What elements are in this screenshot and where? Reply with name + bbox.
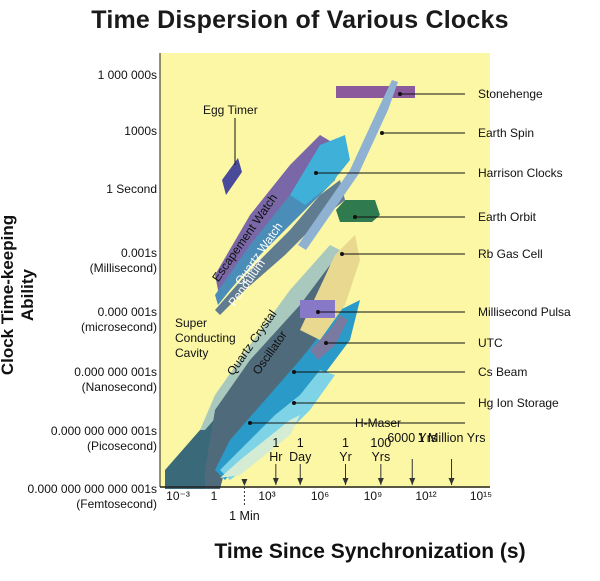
legend-label: Harrison Clocks	[478, 166, 563, 180]
marker-arrow	[272, 478, 279, 485]
y-tick-label: (Millisecond)	[90, 261, 157, 275]
y-tick-label: (Femtosecond)	[76, 497, 157, 511]
marker-arrow	[241, 479, 248, 486]
legend-label: Hg Ion Storage	[478, 396, 559, 410]
leader-dot	[398, 92, 402, 96]
time-marker-label: Hr	[269, 450, 282, 464]
y-tick-label: (Picosecond)	[87, 439, 157, 453]
legend-label: Earth Spin	[478, 126, 534, 140]
band-earth-spin	[298, 80, 398, 250]
y-tick-label: 1 Second	[106, 182, 157, 196]
legend-label: Cs Beam	[478, 365, 527, 379]
band-h-maser	[220, 415, 300, 478]
x-tick-label: 10¹²	[415, 489, 436, 503]
y-tick-label: (Nanosecond)	[82, 380, 157, 394]
time-marker-label: 1 Million Yrs	[418, 431, 486, 445]
label-super-conducting-cavity: Super	[175, 316, 207, 330]
x-axis-label: Time Since Synchronization (s)	[214, 540, 526, 563]
leader-dot	[324, 341, 328, 345]
label-egg-timer: Egg Timer	[203, 103, 258, 117]
band-stonehenge	[336, 86, 415, 98]
x-tick-label: 10⁹	[364, 489, 383, 503]
leader-dot	[316, 310, 320, 314]
legend-label: UTC	[478, 336, 503, 350]
x-tick-label: 10³	[258, 489, 275, 503]
leader-dot	[248, 421, 252, 425]
chart-title: Time Dispersion of Various Clocks	[91, 6, 509, 34]
y-tick-label: 1 000 000s	[98, 68, 157, 82]
x-tick-label: 10⁶	[311, 489, 329, 503]
leader-dot	[340, 252, 344, 256]
y-tick-label: 0.000 000 000 000 001s	[28, 482, 157, 496]
time-marker-label: 6000 Yrs	[387, 431, 437, 445]
time-marker-label: Yrs	[371, 450, 390, 464]
y-tick-label: 1000s	[124, 124, 157, 138]
marker-arrow	[448, 478, 455, 485]
band-egg-timer	[222, 158, 242, 195]
legend-label: H-Maser	[355, 416, 401, 430]
band-earth-orbit	[336, 200, 380, 222]
marker-arrow	[342, 478, 349, 485]
time-marker-label: 1	[342, 436, 349, 450]
y-tick-label: 0.000 001s	[98, 305, 157, 319]
time-marker-label: 1	[272, 436, 279, 450]
y-tick-label: 0.001s	[121, 246, 157, 260]
legend-label: Rb Gas Cell	[478, 247, 543, 261]
legend-label: Stonehenge	[478, 87, 543, 101]
leader-dot	[314, 171, 318, 175]
axes-layer	[159, 53, 490, 505]
y-tick-label: (microsecond)	[81, 320, 157, 334]
time-marker-label: Yr	[339, 450, 352, 464]
marker-arrow	[297, 478, 304, 485]
band-millisecond-pulsar	[300, 300, 335, 318]
y-tick-label: 0.000 000 000 001s	[51, 424, 157, 438]
time-marker-label: 1	[297, 436, 304, 450]
legend-label: Millisecond Pulsa	[478, 305, 571, 319]
leader-dot	[380, 131, 384, 135]
leader-dot	[353, 215, 357, 219]
x-tick-label: 1	[211, 489, 218, 503]
time-marker-label: 100	[370, 436, 391, 450]
label-super-conducting-cavity: Conducting	[175, 331, 236, 345]
band-pendulum	[215, 180, 345, 315]
legend-label: Earth Orbit	[478, 210, 537, 224]
band-utc	[310, 315, 348, 360]
leader-dot	[292, 401, 296, 405]
x-tick-label: 10¹⁵	[470, 489, 492, 503]
leader-dot	[292, 370, 296, 374]
label-super-conducting-cavity: Cavity	[175, 346, 208, 360]
marker-arrow	[377, 478, 384, 485]
x-tick-label: 10⁻³	[166, 489, 190, 503]
time-marker-label: 1 Min	[229, 509, 260, 523]
band-harrison-clocks	[290, 135, 350, 205]
band-hg-ion-storage	[220, 370, 335, 480]
y-tick-label: 0.000 000 001s	[74, 365, 157, 379]
time-marker-label: Day	[289, 450, 312, 464]
marker-arrow	[409, 478, 416, 485]
bands-layer	[165, 80, 415, 489]
